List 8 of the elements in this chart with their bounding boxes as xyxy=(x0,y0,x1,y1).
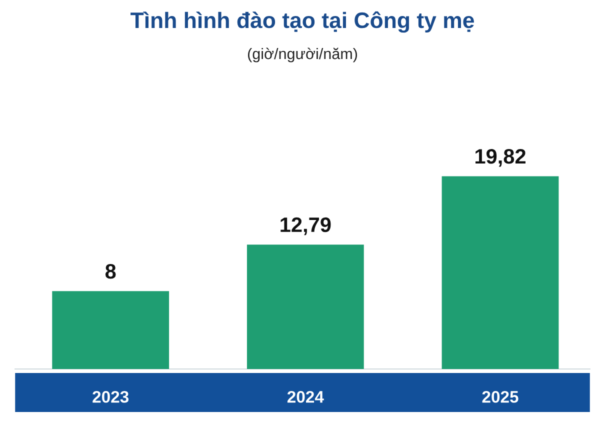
chart-title: Tình hình đào tạo tại Công ty mẹ xyxy=(130,11,474,33)
data-label: 19,82 xyxy=(476,148,526,167)
x-tick-label: 2025 xyxy=(482,390,518,403)
chart-subtitle: (giờ/người/năm) xyxy=(248,48,358,62)
data-label: 12,79 xyxy=(280,217,331,236)
data-label: 8 xyxy=(105,264,116,279)
x-tick-label: 2023 xyxy=(92,390,129,403)
x-tick-label: 2024 xyxy=(287,390,324,403)
